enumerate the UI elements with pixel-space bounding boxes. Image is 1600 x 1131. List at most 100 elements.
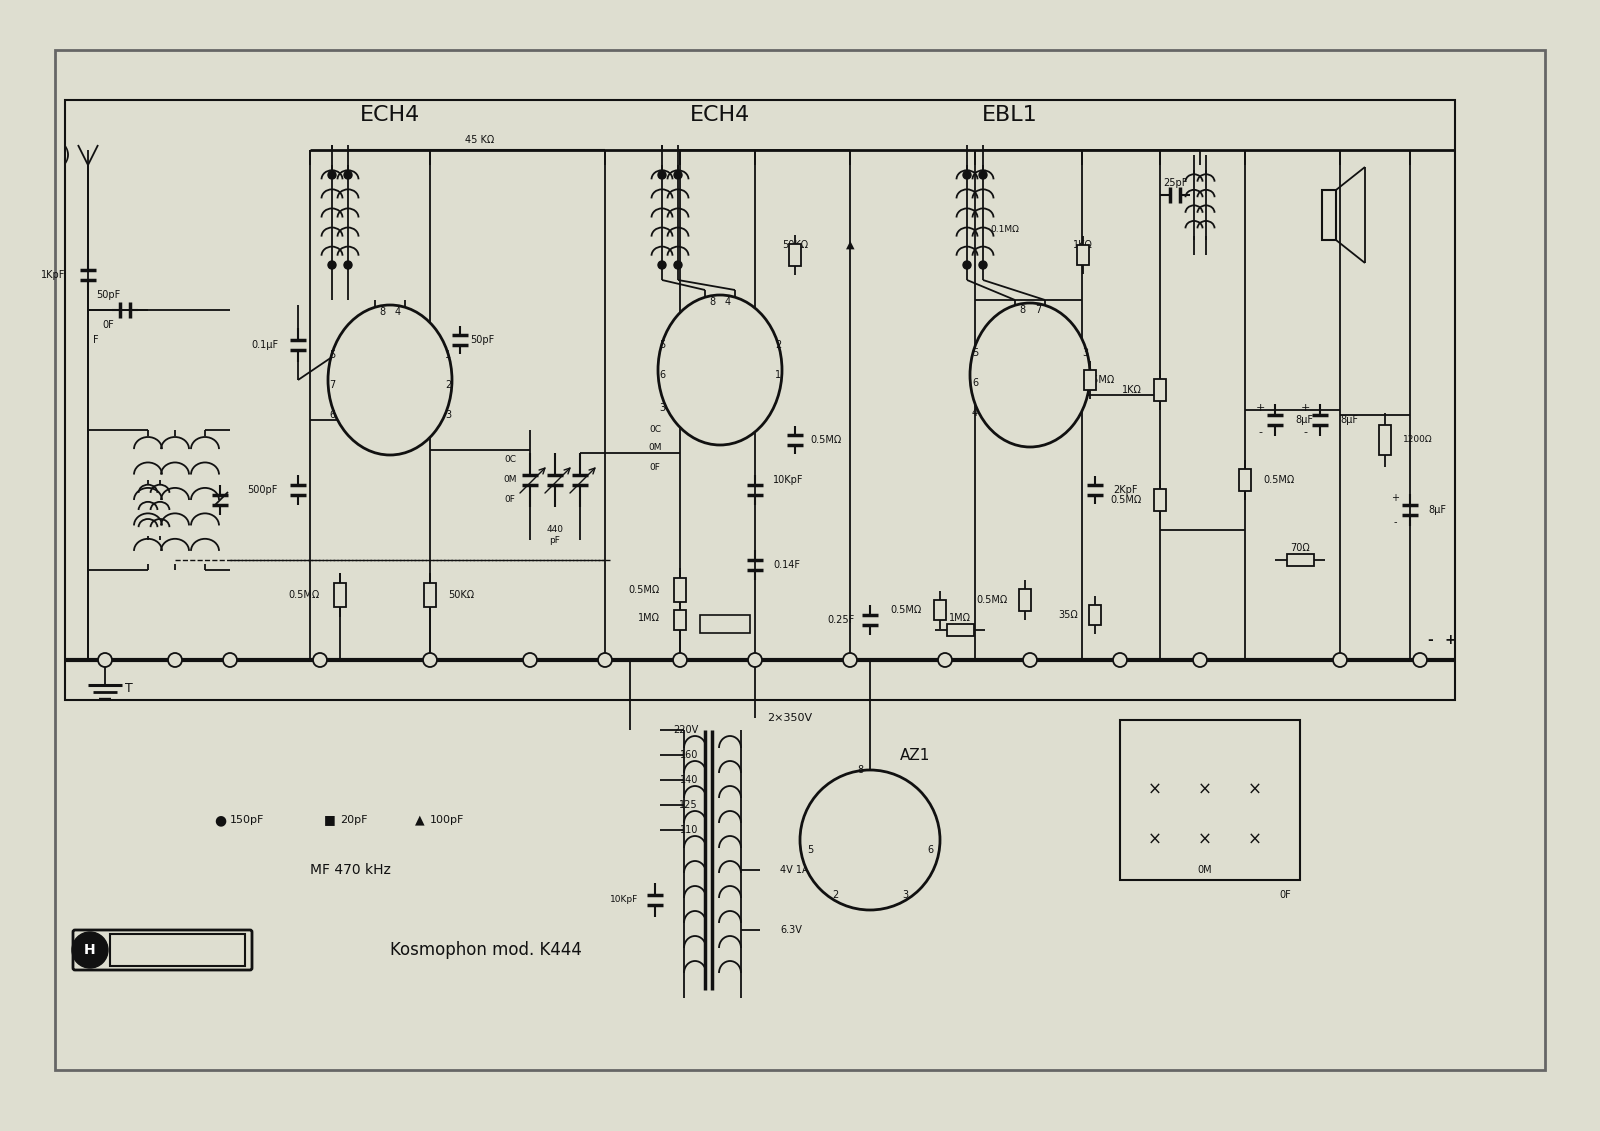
Text: 1: 1: [774, 370, 781, 380]
Circle shape: [938, 653, 952, 667]
Circle shape: [1194, 653, 1206, 667]
Text: 50KΩ: 50KΩ: [448, 590, 474, 601]
Text: -: -: [1427, 633, 1434, 647]
Text: GB79-05: GB79-05: [152, 943, 205, 957]
Text: EBL1: EBL1: [982, 105, 1038, 126]
Text: 50pF: 50pF: [470, 335, 494, 345]
Circle shape: [658, 261, 666, 269]
Text: 2: 2: [445, 380, 451, 390]
Text: 3: 3: [659, 403, 666, 413]
Bar: [674, 610, 686, 630]
Text: 0C: 0C: [504, 456, 515, 465]
Bar: [1154, 489, 1166, 511]
Text: 4: 4: [971, 408, 978, 418]
Circle shape: [979, 171, 987, 179]
Bar: [334, 582, 346, 607]
Text: 8μF: 8μF: [1294, 415, 1314, 425]
Text: 1MΩ: 1MΩ: [949, 613, 971, 623]
Text: 6: 6: [659, 370, 666, 380]
Text: 3: 3: [902, 890, 909, 900]
Text: 8μF: 8μF: [1341, 415, 1358, 425]
Circle shape: [422, 653, 437, 667]
Text: 1KΩ: 1KΩ: [1122, 385, 1142, 395]
Circle shape: [674, 171, 682, 179]
Text: 150pF: 150pF: [230, 815, 264, 824]
Text: +: +: [1256, 403, 1264, 413]
Text: 0F©: 0F©: [715, 620, 734, 629]
Text: 2KpF: 2KpF: [1114, 485, 1138, 495]
Text: 1: 1: [445, 349, 451, 360]
Text: ×: ×: [1149, 782, 1162, 798]
Bar: [1077, 245, 1090, 265]
Text: 5: 5: [659, 340, 666, 349]
Text: 1MΩ: 1MΩ: [638, 613, 661, 623]
Text: 220V: 220V: [672, 725, 698, 735]
Bar: [1085, 370, 1096, 390]
Circle shape: [658, 171, 666, 179]
Text: 6: 6: [330, 411, 334, 420]
Text: 20pF: 20pF: [339, 815, 368, 824]
Text: 125: 125: [680, 800, 698, 810]
Text: 6: 6: [971, 378, 978, 388]
Text: ■: ■: [325, 813, 336, 827]
Text: ECH4: ECH4: [360, 105, 421, 126]
Text: 0.5MΩ: 0.5MΩ: [810, 435, 842, 444]
Circle shape: [963, 261, 971, 269]
Text: T: T: [125, 682, 133, 694]
Text: 35Ω: 35Ω: [1058, 610, 1078, 620]
Text: 1200Ω: 1200Ω: [1403, 435, 1432, 444]
Bar: [674, 578, 686, 602]
Text: 500pF: 500pF: [248, 485, 278, 495]
Text: 3: 3: [445, 411, 451, 420]
Text: 0.5MΩ: 0.5MΩ: [1110, 495, 1142, 506]
Bar: [1379, 425, 1390, 455]
Circle shape: [1413, 653, 1427, 667]
Text: ): ): [62, 146, 70, 164]
Text: 440
pF: 440 pF: [547, 525, 563, 545]
Circle shape: [979, 261, 987, 269]
Text: H: H: [85, 943, 96, 957]
Circle shape: [598, 653, 611, 667]
Bar: [1322, 190, 1336, 240]
Text: 5: 5: [330, 349, 334, 360]
Text: 0.1MΩ: 0.1MΩ: [990, 225, 1019, 234]
Text: 0.5MΩ: 0.5MΩ: [976, 595, 1008, 605]
Text: 0.5MΩ: 0.5MΩ: [288, 590, 320, 601]
Text: AZ1: AZ1: [899, 748, 930, 762]
Bar: [701, 615, 750, 633]
Bar: [1120, 720, 1299, 880]
Text: 45 KΩ: 45 KΩ: [466, 135, 494, 145]
Text: -: -: [1258, 428, 1262, 437]
Text: ×: ×: [1248, 831, 1262, 849]
Circle shape: [168, 653, 182, 667]
Circle shape: [222, 653, 237, 667]
Ellipse shape: [658, 295, 782, 444]
Circle shape: [1114, 653, 1126, 667]
Circle shape: [843, 653, 858, 667]
Text: 8: 8: [1019, 305, 1026, 316]
Ellipse shape: [800, 770, 941, 910]
Text: 5: 5: [971, 348, 978, 359]
Text: 0F: 0F: [504, 495, 515, 504]
Text: 2: 2: [832, 890, 838, 900]
Text: ×: ×: [1149, 831, 1162, 849]
Text: 50KΩ: 50KΩ: [782, 240, 808, 250]
Text: 0.5MΩ: 0.5MΩ: [891, 605, 922, 615]
Text: 4V 1A: 4V 1A: [781, 865, 808, 875]
Text: 0M: 0M: [504, 475, 517, 484]
Text: 160: 160: [680, 750, 698, 760]
Bar: [934, 601, 946, 620]
Text: 0.5MΩ: 0.5MΩ: [1083, 375, 1114, 385]
Text: ×: ×: [1198, 782, 1211, 798]
Text: Kosmophon mod. K444: Kosmophon mod. K444: [390, 941, 582, 959]
Text: F: F: [93, 335, 99, 345]
Text: 140: 140: [680, 775, 698, 785]
Text: 10KpF: 10KpF: [610, 896, 638, 905]
Circle shape: [674, 261, 682, 269]
Text: 1KΩ: 1KΩ: [1074, 240, 1093, 250]
Circle shape: [314, 653, 326, 667]
Circle shape: [523, 653, 538, 667]
Text: 8: 8: [858, 765, 862, 775]
Bar: [1238, 469, 1251, 491]
Text: 7: 7: [330, 380, 334, 390]
